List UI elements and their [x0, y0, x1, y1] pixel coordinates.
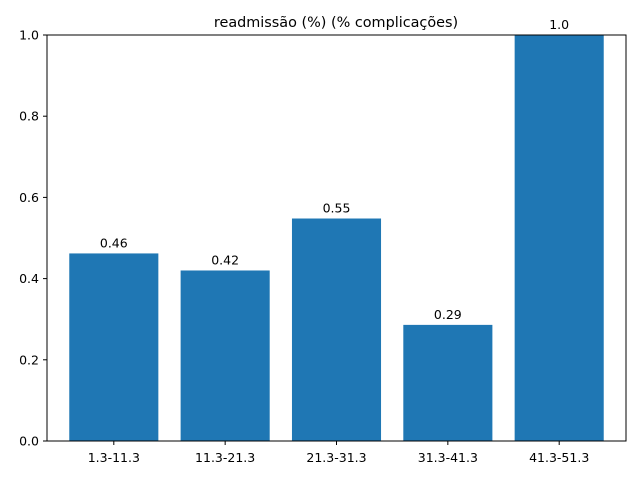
bar-1	[69, 253, 159, 441]
x-tick-label-4: 31.3-41.3	[418, 450, 478, 465]
bar-value-label-5: 1.0	[549, 17, 569, 32]
bar-value-label-3: 0.55	[323, 201, 351, 216]
y-tick-label-3: 0.4	[19, 271, 39, 286]
bar-value-label-1: 0.46	[100, 235, 128, 250]
y-tick-label-6: 1.0	[19, 28, 39, 43]
y-tick-label-2: 0.2	[19, 352, 39, 367]
y-tick-label-5: 0.8	[19, 109, 39, 124]
x-tick-label-1: 1.3-11.3	[88, 450, 140, 465]
chart-title: readmissão (%) (% complicações)	[214, 15, 458, 31]
bar-4	[403, 324, 493, 441]
x-tick-label-2: 11.3-21.3	[195, 450, 255, 465]
bar-5	[514, 35, 604, 441]
bar-value-label-4: 0.29	[434, 307, 462, 322]
bar-3	[291, 218, 382, 441]
y-tick-label-4: 0.6	[19, 190, 39, 205]
bar-2	[180, 270, 270, 441]
x-tick-label-3: 21.3-31.3	[306, 450, 366, 465]
y-tick-label-1: 0.0	[19, 434, 39, 449]
plot-area: 0.46 0.42 0.55 0.29 1.0 0.0 0.2 0.4 0.6 0.8 1.0 1.3…	[19, 17, 627, 465]
x-tick-label-5: 41.3-51.3	[529, 450, 589, 465]
bar-value-label-2: 0.42	[211, 252, 239, 267]
